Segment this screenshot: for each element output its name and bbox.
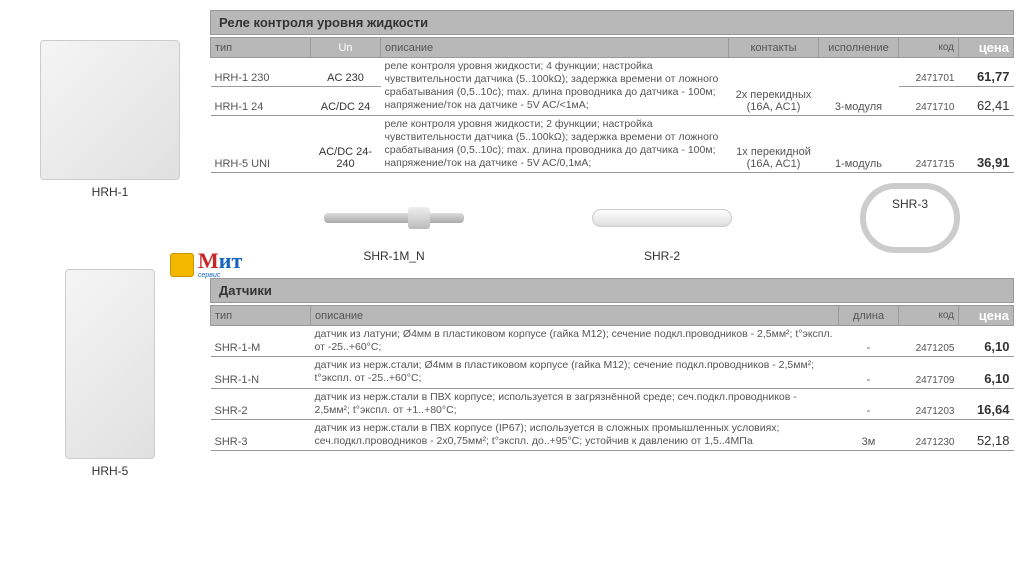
cell-un: AC/DC 24-240 [311, 115, 381, 173]
probe-label-ring: SHR-3 [888, 197, 932, 211]
cell-type: HRH-1 230 [211, 58, 311, 87]
cell-type: HRH-5 UNI [211, 115, 311, 173]
logo-text: Мит [198, 248, 242, 273]
cell-type: SHR-3 [211, 419, 311, 450]
cell-type: SHR-1-M [211, 326, 311, 357]
cell-desc: датчик из нерж.стали; Ø4мм в пластиковом… [311, 357, 839, 388]
cell-price: 52,18 [959, 419, 1014, 450]
table-row: HRH-5 UNI AC/DC 24-240 реле контроля уро… [211, 115, 1014, 173]
cell-exec: 1-модуль [819, 115, 899, 173]
cell-type: SHR-1-N [211, 357, 311, 388]
th-type: тип [211, 38, 311, 58]
logo-sub: сервис [198, 272, 242, 279]
table-row: SHR-1-M датчик из латуни; Ø4мм в пластик… [211, 326, 1014, 357]
cell-un: AC/DC 24 [311, 86, 381, 115]
th-type: тип [211, 306, 311, 326]
cell-len: - [839, 326, 899, 357]
cell-desc: реле контроля уровня жидкости; 4 функции… [381, 58, 729, 116]
th-len: длина [839, 306, 899, 326]
th-desc: описание [381, 38, 729, 58]
probe-label: SHR-1M_N [324, 249, 464, 263]
probe-label: SHR-2 [592, 249, 732, 263]
product-image-hrh5 [65, 269, 155, 459]
logo: Мит сервис [170, 250, 242, 279]
cell-exec: 3-модуля [819, 58, 899, 116]
section2-title: Датчики [210, 278, 1014, 303]
table-row: HRH-1 230 AC 230 реле контроля уровня жи… [211, 58, 1014, 87]
cell-price: 6,10 [959, 326, 1014, 357]
cell-price: 6,10 [959, 357, 1014, 388]
table-row: SHR-1-N датчик из нерж.стали; Ø4мм в пла… [211, 357, 1014, 388]
probe-shr3: SHR-3 [860, 193, 960, 263]
product-label-hrh5: HRH-5 [10, 464, 210, 478]
probe-shr2: SHR-2 [592, 193, 732, 263]
th-price: цена [959, 306, 1014, 326]
cell-code: 2471715 [899, 115, 959, 173]
th-price: цена [959, 38, 1014, 58]
section1-title: Реле контроля уровня жидкости [210, 10, 1014, 35]
cell-code: 2471230 [899, 419, 959, 450]
table-sensors: тип описание длина код цена SHR-1-M датч… [210, 305, 1014, 451]
cell-len: - [839, 357, 899, 388]
probe-row: SHR-1M_N SHR-2 SHR-3 [210, 183, 1014, 278]
cell-code: 2471203 [899, 388, 959, 419]
cell-price: 61,77 [959, 58, 1014, 87]
th-un: Un [311, 38, 381, 58]
cell-len: 3м [839, 419, 899, 450]
table-row: SHR-3 датчик из нерж.стали в ПВХ корпусе… [211, 419, 1014, 450]
probe-shr1: SHR-1M_N [324, 193, 464, 263]
cell-contacts: 2x перекидных (16A, AC1) [729, 58, 819, 116]
cell-code: 2471701 [899, 58, 959, 87]
table-relays: тип Un описание контакты исполнение код … [210, 37, 1014, 173]
cell-desc: датчик из нерж.стали в ПВХ корпусе; испо… [311, 388, 839, 419]
th-exec: исполнение [819, 38, 899, 58]
cell-desc: датчик из нерж.стали в ПВХ корпусе (IP67… [311, 419, 839, 450]
cell-type: SHR-2 [211, 388, 311, 419]
product-image-hrh1 [40, 40, 180, 180]
product-label-hrh1: HRH-1 [10, 185, 210, 199]
cell-code: 2471709 [899, 357, 959, 388]
cell-un: AC 230 [311, 58, 381, 87]
cell-type: HRH-1 24 [211, 86, 311, 115]
cell-code: 2471710 [899, 86, 959, 115]
table-row: SHR-2 датчик из нерж.стали в ПВХ корпусе… [211, 388, 1014, 419]
th-desc: описание [311, 306, 839, 326]
cell-contacts: 1x перекидной (16A, AC1) [729, 115, 819, 173]
cell-desc: датчик из латуни; Ø4мм в пластиковом кор… [311, 326, 839, 357]
cell-price: 16,64 [959, 388, 1014, 419]
cell-code: 2471205 [899, 326, 959, 357]
th-code: код [899, 38, 959, 58]
cell-desc: реле контроля уровня жидкости; 2 функции… [381, 115, 729, 173]
cell-price: 62,41 [959, 86, 1014, 115]
cell-len: - [839, 388, 899, 419]
th-contacts: контакты [729, 38, 819, 58]
cell-price: 36,91 [959, 115, 1014, 173]
logo-icon [170, 253, 194, 277]
th-code: код [899, 306, 959, 326]
